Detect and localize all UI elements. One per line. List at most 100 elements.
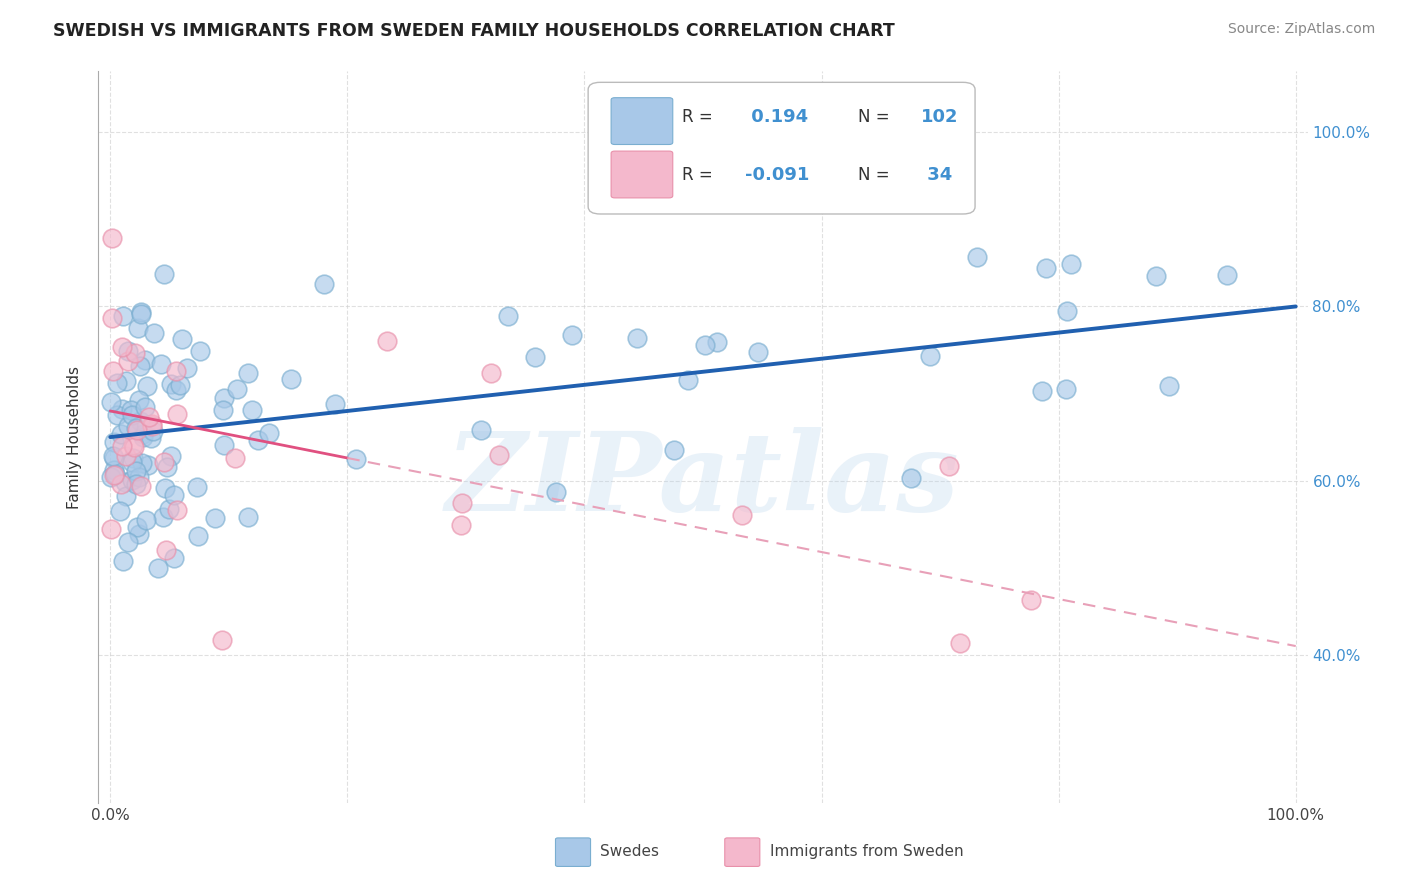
Point — [163, 550, 186, 565]
Point — [706, 334, 728, 349]
Point — [246, 433, 269, 447]
Point — [212, 437, 235, 451]
Point — [142, 425, 165, 439]
Text: Immigrants from Sweden: Immigrants from Sweden — [769, 845, 963, 859]
Point — [110, 427, 132, 442]
Point — [152, 454, 174, 468]
Point — [224, 450, 246, 465]
Point — [100, 395, 122, 409]
Point — [187, 529, 209, 543]
Point — [188, 344, 211, 359]
Point — [111, 554, 134, 568]
Point — [103, 462, 125, 476]
Point — [114, 374, 136, 388]
Point — [132, 430, 155, 444]
Point — [479, 366, 502, 380]
Point — [146, 561, 169, 575]
Point — [163, 488, 186, 502]
Point — [139, 431, 162, 445]
Point — [204, 510, 226, 524]
Point — [1060, 257, 1083, 271]
Point — [108, 504, 131, 518]
Point — [695, 337, 717, 351]
Point — [280, 372, 302, 386]
Point — [115, 489, 138, 503]
Text: SWEDISH VS IMMIGRANTS FROM SWEDEN FAMILY HOUSEHOLDS CORRELATION CHART: SWEDISH VS IMMIGRANTS FROM SWEDEN FAMILY… — [53, 22, 896, 40]
Point — [1144, 268, 1167, 283]
Point — [938, 459, 960, 474]
Text: ZIPatlas: ZIPatlas — [446, 427, 960, 534]
Point — [155, 542, 177, 557]
Point — [122, 437, 145, 451]
Point — [141, 418, 163, 433]
Point — [323, 397, 346, 411]
FancyBboxPatch shape — [588, 82, 976, 214]
Point — [103, 434, 125, 449]
Point — [496, 309, 519, 323]
Point — [110, 476, 132, 491]
Point — [121, 408, 143, 422]
Point — [1056, 303, 1078, 318]
Point — [114, 475, 136, 490]
Text: N =: N = — [858, 108, 894, 126]
Text: Swedes: Swedes — [600, 845, 659, 859]
Point — [129, 305, 152, 319]
Point — [105, 376, 128, 391]
Point — [117, 344, 139, 359]
Text: 102: 102 — [921, 108, 957, 126]
Point — [128, 527, 150, 541]
Point — [103, 467, 125, 482]
Point — [236, 510, 259, 524]
Point — [169, 378, 191, 392]
Point — [124, 441, 146, 455]
Point — [103, 450, 125, 465]
Point — [731, 508, 754, 523]
Point — [678, 373, 700, 387]
Text: 34: 34 — [921, 167, 952, 185]
Point — [1054, 382, 1077, 396]
Point — [561, 328, 583, 343]
Point — [117, 535, 139, 549]
Point — [157, 501, 180, 516]
Point — [153, 267, 176, 281]
Point — [242, 403, 264, 417]
Point — [128, 392, 150, 407]
Point — [150, 357, 173, 371]
Point — [131, 457, 153, 471]
FancyBboxPatch shape — [555, 838, 591, 866]
Point — [1157, 379, 1180, 393]
Point — [165, 384, 187, 398]
Point — [127, 320, 149, 334]
Point — [125, 421, 148, 435]
Point — [918, 349, 941, 363]
Point — [101, 231, 124, 245]
Point — [138, 410, 160, 425]
Text: Source: ZipAtlas.com: Source: ZipAtlas.com — [1227, 22, 1375, 37]
Point — [122, 451, 145, 466]
Point — [134, 513, 156, 527]
Point — [1216, 268, 1239, 282]
Point — [100, 469, 122, 483]
Point — [344, 451, 367, 466]
Point — [100, 522, 122, 536]
Point — [212, 392, 235, 406]
Point — [747, 345, 769, 359]
Point — [124, 346, 146, 360]
FancyBboxPatch shape — [612, 151, 672, 198]
Point — [170, 332, 193, 346]
Point — [132, 427, 155, 442]
Point — [664, 442, 686, 457]
Point — [101, 311, 124, 326]
Point — [470, 423, 492, 437]
Point — [111, 340, 134, 354]
Point — [128, 359, 150, 373]
Text: R =: R = — [682, 108, 718, 126]
Point — [451, 496, 474, 510]
Point — [966, 250, 988, 264]
Point — [104, 467, 127, 481]
Y-axis label: Family Households: Family Households — [67, 366, 83, 508]
Point — [111, 309, 134, 323]
Point — [121, 455, 143, 469]
Point — [186, 479, 208, 493]
Point — [136, 458, 159, 472]
